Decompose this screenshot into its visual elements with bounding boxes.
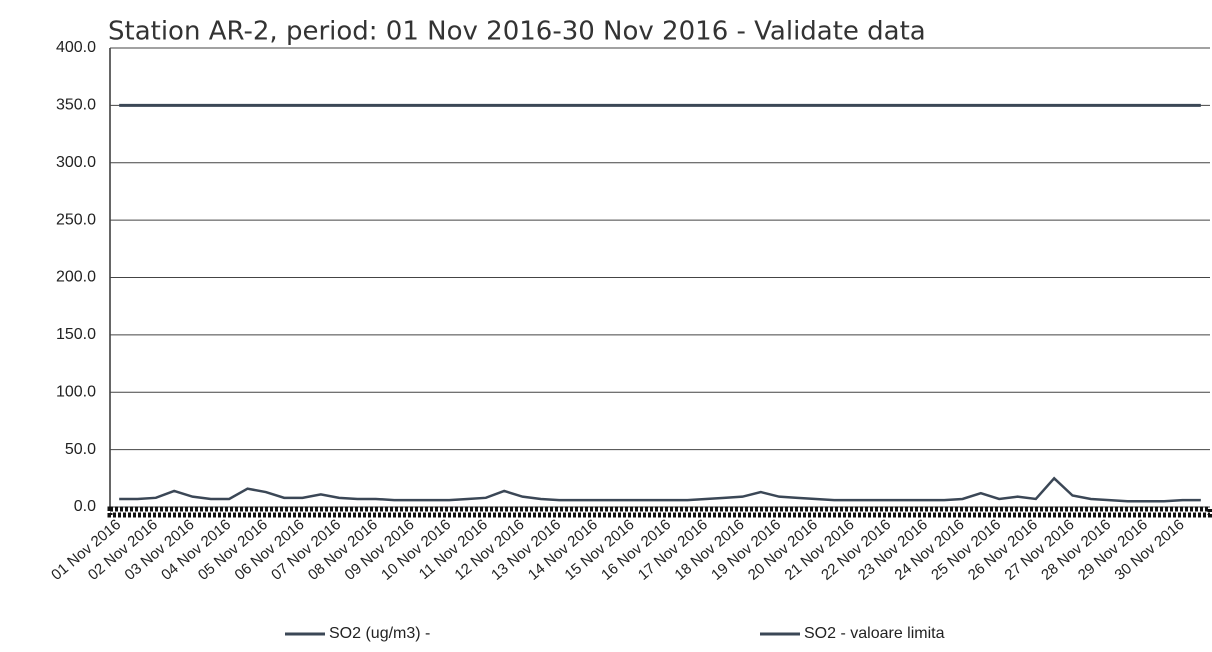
legend-label: SO2 - valoare limita [804,625,945,642]
chart-title: Station AR-2, period: 01 Nov 2016-30 Nov… [108,17,926,47]
y-tick-label: 50.0 [65,441,96,458]
y-tick-label: 300.0 [56,154,96,171]
y-tick-label: 200.0 [56,269,96,286]
x-axis-tick-strip [107,506,1212,518]
y-tick-label: 400.0 [56,39,96,56]
y-tick-label: 100.0 [56,383,96,400]
y-tick-label: 250.0 [56,211,96,228]
series-line [119,476,1201,503]
y-tick-label: 0.0 [74,498,96,515]
legend-label: SO2 (ug/m3) - [329,625,430,642]
y-tick-label: 150.0 [56,326,96,343]
y-tick-label: 350.0 [56,97,96,114]
